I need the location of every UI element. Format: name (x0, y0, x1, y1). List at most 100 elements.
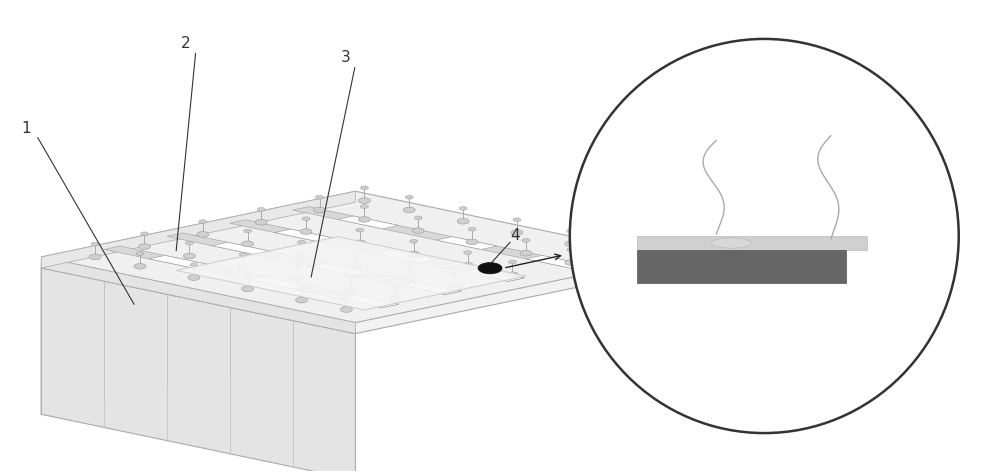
Polygon shape (41, 268, 355, 472)
Polygon shape (436, 236, 497, 249)
Polygon shape (41, 202, 670, 334)
Polygon shape (212, 242, 273, 255)
Circle shape (244, 229, 252, 233)
Circle shape (141, 232, 148, 236)
Circle shape (358, 217, 370, 222)
Circle shape (298, 286, 306, 289)
Circle shape (468, 227, 476, 231)
Circle shape (349, 263, 361, 269)
Polygon shape (41, 191, 670, 323)
Circle shape (134, 263, 146, 269)
Circle shape (188, 275, 200, 280)
Circle shape (408, 251, 420, 257)
Polygon shape (167, 233, 461, 295)
Circle shape (567, 229, 575, 233)
Circle shape (351, 252, 359, 255)
Circle shape (405, 263, 413, 267)
Circle shape (567, 248, 575, 252)
Polygon shape (248, 276, 309, 289)
Circle shape (414, 216, 422, 220)
Circle shape (136, 252, 144, 255)
Circle shape (316, 195, 323, 199)
Circle shape (197, 232, 209, 237)
Circle shape (513, 218, 521, 221)
Circle shape (390, 296, 402, 302)
Circle shape (462, 262, 474, 268)
Circle shape (612, 238, 620, 242)
Circle shape (345, 287, 357, 293)
Ellipse shape (711, 238, 751, 248)
Circle shape (565, 260, 577, 265)
Circle shape (314, 207, 325, 213)
Circle shape (296, 252, 308, 258)
Circle shape (457, 219, 469, 224)
Bar (637, 250, 846, 283)
Circle shape (508, 260, 516, 264)
Polygon shape (373, 250, 434, 262)
Circle shape (342, 295, 350, 299)
Circle shape (291, 276, 303, 281)
Polygon shape (526, 255, 587, 268)
Polygon shape (400, 282, 461, 295)
Circle shape (242, 241, 254, 246)
Circle shape (296, 297, 308, 303)
Circle shape (300, 229, 312, 235)
Circle shape (522, 238, 530, 242)
Text: 3: 3 (340, 51, 350, 66)
Polygon shape (41, 191, 355, 268)
Circle shape (448, 284, 460, 290)
Circle shape (139, 244, 150, 249)
Circle shape (358, 198, 370, 203)
Circle shape (354, 240, 366, 245)
Circle shape (466, 239, 478, 244)
Circle shape (610, 250, 622, 256)
Polygon shape (149, 255, 210, 268)
Circle shape (520, 250, 532, 256)
Circle shape (347, 275, 355, 279)
Circle shape (478, 262, 502, 274)
Polygon shape (176, 236, 526, 310)
Circle shape (257, 208, 265, 211)
Polygon shape (41, 202, 355, 414)
Circle shape (464, 251, 472, 254)
Polygon shape (337, 295, 398, 308)
Circle shape (293, 264, 301, 268)
Polygon shape (230, 220, 524, 281)
Circle shape (185, 241, 193, 245)
Polygon shape (293, 207, 587, 268)
Circle shape (511, 230, 523, 236)
Circle shape (403, 275, 415, 280)
Circle shape (459, 207, 467, 211)
Circle shape (412, 228, 424, 234)
Circle shape (91, 242, 99, 246)
Circle shape (298, 240, 306, 244)
Polygon shape (275, 229, 336, 242)
Circle shape (356, 228, 364, 232)
Circle shape (410, 239, 418, 243)
Text: 4: 4 (510, 228, 520, 243)
Circle shape (360, 186, 368, 190)
Polygon shape (463, 269, 524, 281)
Circle shape (242, 286, 254, 292)
Circle shape (183, 253, 195, 259)
Circle shape (405, 195, 413, 199)
Bar (637, 236, 867, 250)
Polygon shape (41, 262, 355, 334)
Circle shape (199, 220, 207, 223)
Circle shape (244, 274, 252, 278)
Polygon shape (41, 257, 355, 334)
Ellipse shape (570, 39, 959, 433)
Circle shape (450, 272, 458, 276)
Polygon shape (41, 197, 355, 268)
Text: 2: 2 (181, 36, 191, 51)
Polygon shape (104, 246, 398, 308)
Circle shape (302, 217, 310, 220)
Circle shape (89, 254, 101, 260)
Circle shape (506, 272, 518, 278)
Polygon shape (337, 216, 398, 229)
Text: 1: 1 (21, 121, 31, 136)
Circle shape (565, 241, 577, 246)
Circle shape (255, 219, 267, 225)
Circle shape (392, 285, 400, 288)
Circle shape (237, 264, 249, 270)
